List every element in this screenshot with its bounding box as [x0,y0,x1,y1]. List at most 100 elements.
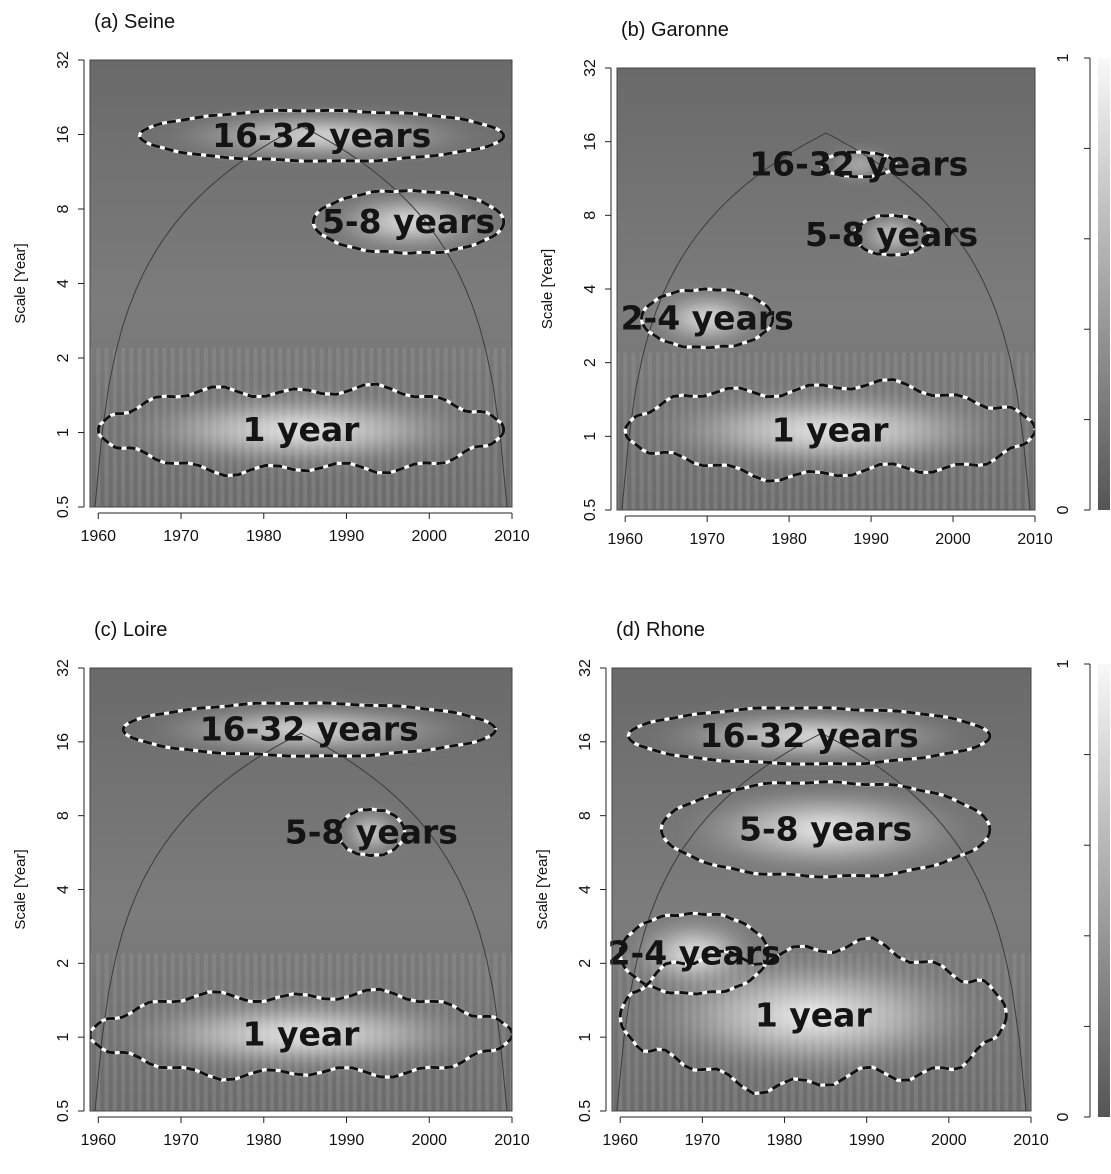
y-tick-label: 2 [582,358,599,367]
significance-contour [820,150,898,179]
region-label: 5-8 years [322,202,495,241]
region-label: 5-8 years [805,215,978,254]
x-tick-label: 2010 [1013,1132,1049,1149]
x-tick-label: 2000 [411,1132,447,1149]
x-axis: 1960 1970 1980 1990 2000 2010 [80,512,530,545]
significance-contour [639,287,775,350]
x-tick-label: 2000 [935,531,971,548]
y-tick-label: 32 [55,51,72,69]
cone-of-influence [94,125,508,507]
y-tick-label: 16 [55,733,72,751]
x-tick-label: 2010 [494,528,530,545]
y-tick-label: 32 [582,59,599,77]
y-tick-label: 2 [577,959,594,968]
x-tick-label: 1980 [767,1132,803,1149]
y-tick-label: 8 [55,204,72,213]
cone-of-influence [94,732,508,1111]
x-tick-label: 1960 [80,528,116,545]
x-tick-label: 1990 [329,1132,365,1149]
x-tick-label: 2000 [411,528,447,545]
y-tick-label: 1 [582,432,599,441]
y-tick-label: 32 [577,659,594,677]
significance-contour [336,807,406,858]
plot-frame [89,59,513,508]
y-tick-label: 2 [55,353,72,362]
significance-contour [618,911,770,996]
x-tick-label: 2010 [494,1132,530,1149]
significance-contour [121,701,498,758]
region-label: 5-8 years [285,812,458,851]
y-axis-title: Scale [Year] [12,243,29,323]
y-tick-label: 0.5 [55,496,72,518]
region-label: 2-4 years [608,934,781,973]
colorbar-max-label: 1 [1055,53,1072,62]
panel-title: (a) Seine [94,11,175,33]
region-label: 1 year [243,1015,361,1054]
cone-of-influence [621,132,1031,510]
plot-frame [616,67,1036,511]
x-tick-label: 1970 [689,531,725,548]
y-tick-label: 4 [582,284,599,293]
y-tick-label: 16 [55,126,72,144]
colorbar-gradient [1098,58,1110,510]
y-axis-title: Scale [Year] [12,849,29,929]
power-glows [114,113,497,467]
y-tick-label: 4 [55,279,72,288]
x-axis: 1960 1970 1980 1990 2000 2010 [607,515,1053,548]
x-tick-label: 1980 [246,1132,282,1149]
y-axis-title: Scale [Year] [534,849,551,929]
x-tick-label: 1990 [849,1132,885,1149]
significance-contour [311,188,506,255]
power-glows [626,710,991,1077]
x-tick-label: 1960 [80,1132,116,1149]
y-tick-label: 4 [55,885,72,894]
x-tick-label: 2010 [1017,531,1053,548]
panel-title: (d) Rhone [616,619,705,641]
x-tick-label: 1980 [771,531,807,548]
x-axis: 1960 1970 1980 1990 2000 2010 [602,1116,1049,1149]
power-glows [641,153,1019,470]
region-label: 16-32 years [749,144,968,183]
significance-contour [96,382,506,478]
colorbar-min-label: 0 [1055,1112,1072,1121]
region-label: 1 year [755,996,873,1035]
x-tick-label: 1990 [853,531,889,548]
y-tick-label: 1 [577,1033,594,1042]
y-tick-label: 8 [582,211,599,220]
plot-frame [89,667,513,1112]
chart-panel-3: 16-32 years 5-8 years 1 year 1960 1970 1980 19… [12,619,530,1149]
x-tick-label: 1960 [607,531,643,548]
significance-contour [659,780,992,879]
y-tick-label: 1 [55,1033,72,1042]
region-label: 5-8 years [739,809,912,848]
y-axis: 0.5 1 2 4 8 16 32 [582,59,612,521]
colorbar-2: 01 [1055,659,1110,1121]
region-label: 16-32 years [200,710,419,749]
panel-title: (c) Loire [94,619,167,641]
significance-contour [618,936,1009,1096]
y-tick-label: 16 [582,133,599,151]
y-tick-label: 2 [55,959,72,968]
y-axis: 0.5 1 2 4 8 16 32 [55,659,85,1122]
y-tick-label: 0.5 [577,1100,594,1122]
y-tick-label: 8 [55,811,72,820]
y-tick-label: 0.5 [582,499,599,521]
y-tick-label: 8 [577,811,594,820]
significance-contour [90,987,512,1082]
region-label: 2-4 years [621,298,794,337]
region-label: 16-32 years [700,716,919,755]
colorbar-max-label: 1 [1055,659,1072,668]
y-axis-title: Scale [Year] [539,249,556,329]
region-label: 1 year [243,410,361,449]
y-tick-label: 32 [55,659,72,677]
colorbar-min-label: 0 [1055,505,1072,514]
y-axis: 0.5 1 2 4 8 16 32 [55,51,85,518]
x-tick-label: 2000 [931,1132,967,1149]
y-tick-label: 0.5 [55,1100,72,1122]
x-tick-label: 1970 [163,1132,199,1149]
significance-contour [853,213,931,257]
significance-contour [137,108,506,163]
